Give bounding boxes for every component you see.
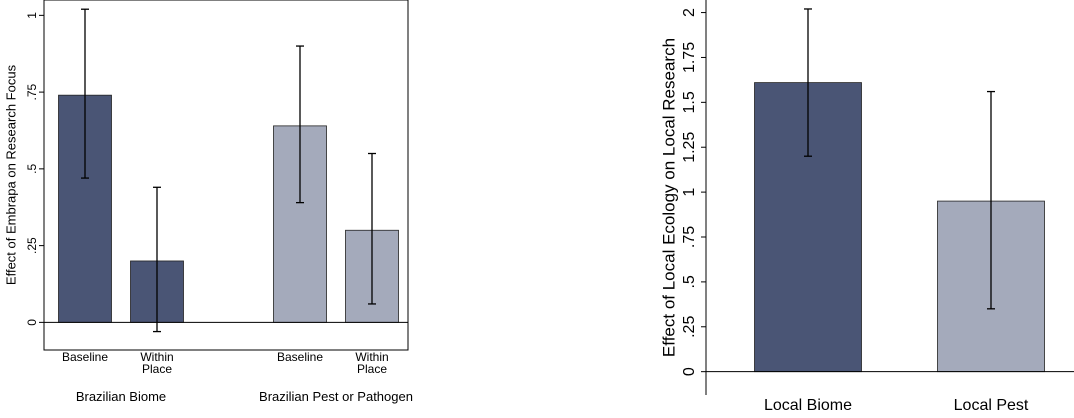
x-tick-label: Baseline bbox=[61, 350, 109, 364]
y-tick-label: 1.5 bbox=[681, 91, 698, 113]
y-tick-label: 1.75 bbox=[681, 42, 698, 73]
y-tick-label: .75 bbox=[25, 83, 39, 100]
x-tick-label: Baseline bbox=[276, 350, 324, 364]
x-tick-label: Within Place bbox=[140, 350, 174, 376]
y-axis-label: Effect of Local Ecology on Local Researc… bbox=[659, 38, 678, 357]
x-tick-label: Local Biome bbox=[763, 397, 853, 414]
x-tick-label: Local Pest bbox=[953, 397, 1029, 414]
y-tick-label: 0 bbox=[25, 319, 39, 326]
y-tick-label: .25 bbox=[25, 237, 39, 254]
x-tick-label: Within Place bbox=[355, 350, 389, 376]
y-tick-label: .5 bbox=[25, 164, 39, 174]
y-tick-label: .75 bbox=[681, 226, 698, 248]
y-axis-label: Effect of Embrapa on Research Focus bbox=[3, 64, 18, 285]
y-tick-label: 1 bbox=[25, 12, 39, 19]
y-tick-label: 1.25 bbox=[681, 132, 698, 163]
plot-frame bbox=[43, 0, 409, 351]
y-tick-label: 1 bbox=[681, 188, 698, 197]
y-tick-label: .5 bbox=[681, 275, 698, 288]
group-label: Brazilian Pest or Pathogen bbox=[259, 389, 413, 404]
y-tick-label: 2 bbox=[681, 8, 698, 17]
y-tick-label: 0 bbox=[681, 367, 698, 376]
y-tick-label: .25 bbox=[681, 316, 698, 338]
group-label: Brazilian Biome bbox=[75, 389, 167, 404]
